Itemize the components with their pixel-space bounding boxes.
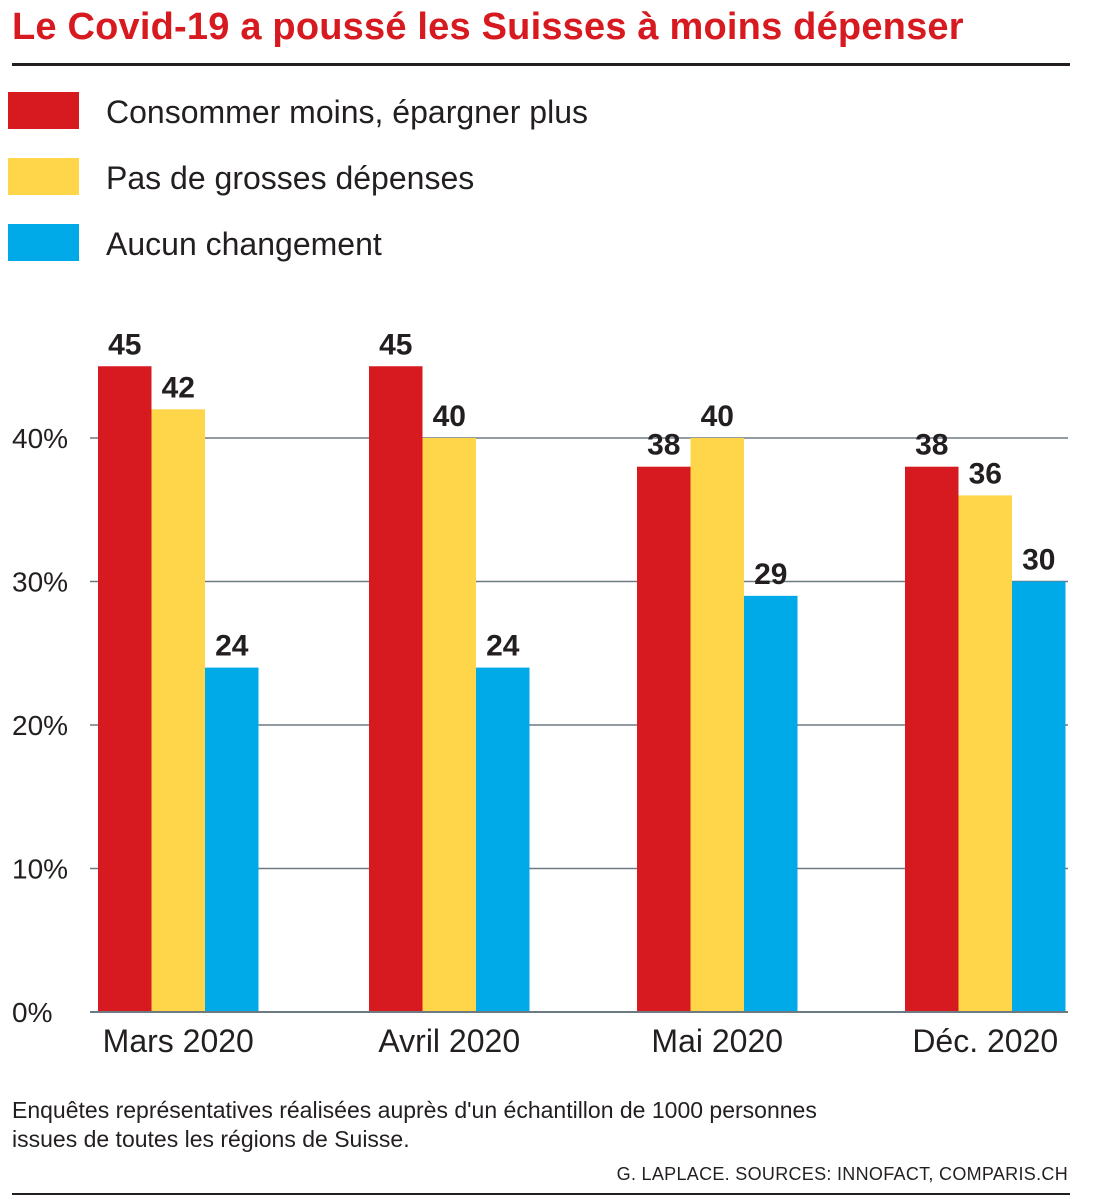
bar [422, 438, 476, 1012]
survey-note-line1: Enquêtes représentatives réalisées auprè… [12, 1097, 817, 1123]
bar-value-label: 38 [647, 429, 680, 462]
bar-value-label: 36 [969, 457, 1002, 490]
title-rule [12, 63, 1070, 66]
legend-label: Aucun changement [106, 226, 382, 262]
chart-title: Le Covid-19 a poussé les Suisses à moins… [12, 6, 964, 48]
legend-swatch-yellow [8, 158, 79, 195]
survey-note-line2: issues de toutes les régions de Suisse. [12, 1126, 410, 1152]
legend-label: Consommer moins, épargner plus [106, 94, 588, 130]
bar-value-label: 38 [915, 429, 948, 462]
legend-swatch-blue [8, 224, 79, 261]
legend-swatch-red [8, 92, 79, 129]
bar [205, 667, 259, 1012]
bar [476, 667, 530, 1012]
bar [151, 409, 205, 1012]
bar [744, 595, 798, 1012]
bar [98, 366, 152, 1012]
bar [637, 466, 691, 1012]
bottom-rule [12, 1193, 1070, 1195]
bar [905, 466, 959, 1012]
bar [369, 366, 423, 1012]
x-tick-label: Mai 2020 [651, 1023, 783, 1059]
x-tick-label: Déc. 2020 [912, 1023, 1058, 1059]
bar [690, 438, 744, 1012]
bar-value-label: 45 [379, 328, 412, 361]
bar-value-label: 40 [701, 400, 734, 433]
y-tick-label: 40% [12, 423, 68, 454]
y-tick-label: 0% [12, 997, 52, 1028]
x-tick-label: Avril 2020 [378, 1023, 520, 1059]
bar-value-label: 40 [433, 400, 466, 433]
bar-value-label: 29 [754, 558, 787, 591]
source-credit: G. LAPLACE. SOURCES: INNOFACT, COMPARIS.… [616, 1164, 1068, 1184]
survey-note: Enquêtes représentatives réalisées auprè… [12, 1096, 817, 1154]
bar [958, 495, 1012, 1012]
bar-value-label: 45 [108, 328, 141, 361]
y-tick-label: 20% [12, 710, 68, 741]
bar-value-label: 42 [162, 371, 195, 404]
bar-chart: 0% 10% 20% 30% 40% 45 42 24 Mars 2020 45 40 24 Avril… [12, 328, 1068, 1059]
x-tick-label: Mars 2020 [103, 1023, 254, 1059]
bar-value-label: 24 [215, 630, 249, 663]
legend-label: Pas de grosses dépenses [106, 160, 475, 196]
bar [1012, 581, 1066, 1012]
y-tick-label: 10% [12, 854, 68, 885]
bar-value-label: 30 [1022, 544, 1055, 577]
y-tick-label: 30% [12, 567, 68, 598]
bar-value-label: 24 [486, 630, 520, 663]
